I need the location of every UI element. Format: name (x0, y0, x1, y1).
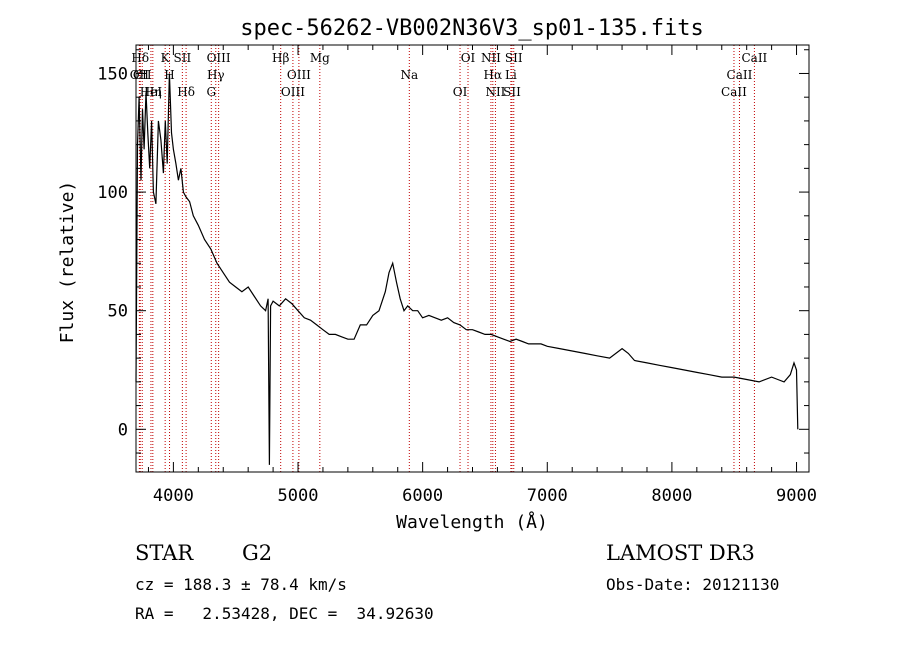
x-tick-label: 6000 (402, 486, 443, 506)
object-subclass: G2 (242, 541, 272, 565)
x-tick-label: 8000 (651, 486, 692, 506)
y-tick-label: 150 (97, 64, 128, 84)
line-marker-labels: HδOIIHeIKCIIHηSIIHHδOIIIHγGHβOIIIOIIIMgN… (130, 51, 768, 99)
line-marker-label: OIII (281, 85, 305, 99)
obs-date-text: Obs-Date: 20121130 (606, 575, 779, 594)
line-marker-label: CaII (721, 85, 747, 99)
x-axis: 4000 5000 6000 7000 8000 9000 (147, 45, 817, 506)
line-marker-label: Na (400, 68, 418, 82)
y-tick-label: 0 (118, 420, 128, 440)
line-marker-label: G (206, 85, 216, 99)
redshift-text: cz = 188.3 ± 78.4 km/s (135, 575, 347, 594)
line-marker-label: Hα (484, 68, 503, 82)
line-marker-label: OIII (287, 68, 311, 82)
x-tick-label: 9000 (776, 486, 817, 506)
line-marker-label: Li (505, 68, 517, 82)
line-marker-label: Hδ (131, 51, 149, 65)
x-tick-label: 5000 (278, 486, 319, 506)
line-marker-label: Hγ (207, 68, 225, 82)
line-marker-label: CII (133, 68, 152, 82)
line-marker-label: SII (505, 51, 523, 65)
line-marker-label: Hβ (272, 51, 289, 65)
flux-line (135, 73, 799, 465)
y-axis-label: Flux (relative) (57, 181, 78, 344)
chart-title: spec-56262-VB002N36V3_sp01-135.fits (240, 16, 704, 41)
line-marker-label: SII (503, 85, 521, 99)
line-marker-label: Hη (144, 85, 162, 99)
survey-label: LAMOST DR3 (606, 541, 755, 565)
line-marker-label: OIII (207, 51, 231, 65)
line-marker-label: OI (461, 51, 476, 65)
x-tick-label: 4000 (153, 486, 194, 506)
x-axis-label: Wavelength (Å) (396, 511, 548, 533)
line-marker-label: OII (130, 68, 150, 82)
line-marker-label: K (161, 51, 171, 65)
object-class: STAR (135, 541, 194, 565)
y-tick-label: 100 (97, 183, 128, 203)
plot-frame (135, 44, 810, 473)
y-axis: 0 50 100 150 (97, 49, 809, 454)
line-marker-label: CaII (727, 68, 753, 82)
y-tick-label: 50 (108, 302, 128, 322)
line-marker-label: NII (481, 51, 501, 65)
line-marker-label: NII (485, 85, 505, 99)
x-tick-label: 7000 (527, 486, 568, 506)
line-marker-label: OI (453, 85, 468, 99)
line-marker-label: SII (174, 51, 192, 65)
coordinates-text: RA = 2.53428, DEC = 34.92630 (135, 604, 434, 623)
line-marker-label: Hδ (177, 85, 195, 99)
line-marker-label: CaII (741, 51, 767, 65)
line-markers (138, 45, 755, 472)
line-marker-label: Mg (310, 51, 330, 65)
